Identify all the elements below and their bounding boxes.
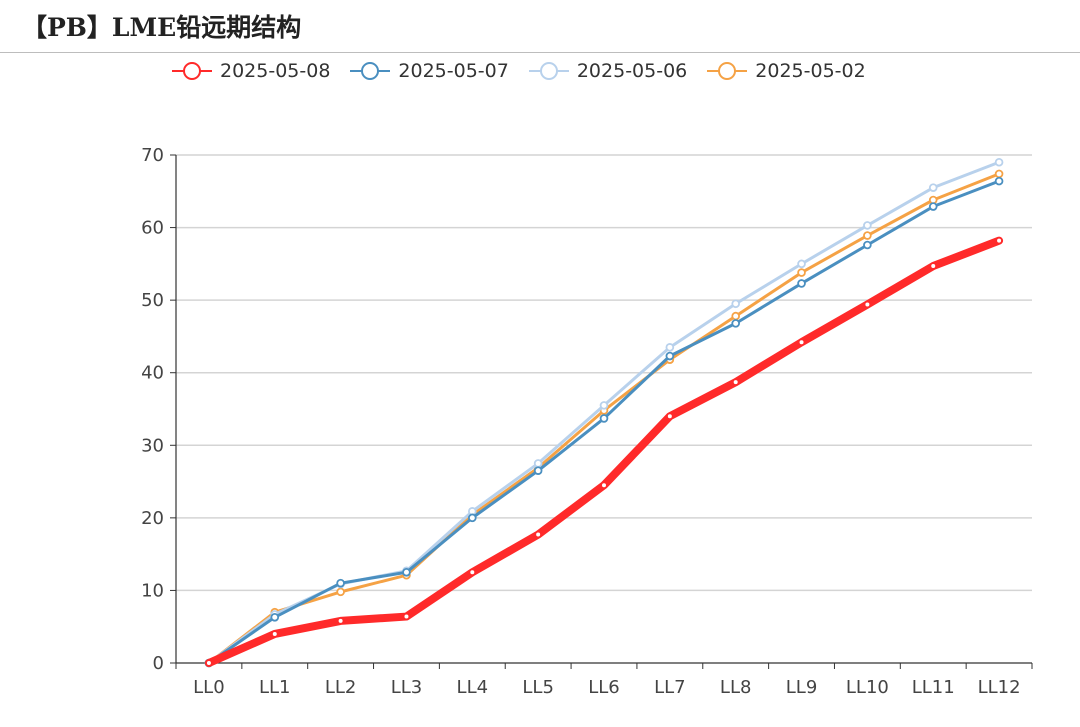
legend-line-marker-icon [528, 62, 569, 80]
legend-item[interactable]: 2025-05-07 [348, 60, 509, 82]
x-tick-label: LL10 [846, 677, 889, 698]
data-point [205, 659, 213, 667]
x-tick-label: LL2 [325, 677, 357, 698]
chart-title: 【PB】LME铅远期结构 [22, 13, 302, 42]
data-point [731, 311, 740, 321]
legend-item[interactable]: 2025-05-06 [527, 60, 687, 82]
x-tick-label: LL0 [193, 677, 225, 698]
data-point [336, 578, 345, 588]
x-tick-label: LL9 [786, 677, 818, 698]
legend-label: 2025-05-07 [398, 60, 509, 82]
x-tick-label: LL8 [720, 677, 752, 698]
legend-label: 2025-05-08 [220, 60, 331, 82]
data-point [666, 413, 674, 420]
data-point [469, 569, 476, 576]
data-point [930, 262, 937, 270]
y-tick-label: 20 [141, 508, 164, 529]
data-point [336, 587, 345, 597]
legend-line-marker-icon [350, 62, 391, 80]
data-point [533, 466, 543, 475]
data-point [337, 617, 344, 625]
data-point [994, 157, 1004, 167]
x-tick-label: LL3 [391, 677, 423, 698]
series-line [204, 236, 1004, 667]
header: 【PB】LME铅远期结构 [0, 0, 1080, 53]
data-point [402, 567, 411, 577]
data-point [863, 240, 872, 250]
data-point [863, 221, 872, 230]
data-point [928, 202, 938, 211]
legend-label: 2025-05-06 [576, 60, 688, 82]
y-tick-label: 30 [141, 435, 164, 456]
x-tick-label: LL4 [457, 677, 489, 698]
series-2025-05-07 [204, 176, 1004, 668]
x-tick-label: LL12 [978, 677, 1021, 698]
data-point [731, 299, 740, 309]
y-tick-label: 60 [141, 218, 164, 239]
x-tick-label: LL11 [912, 677, 955, 698]
y-tick-label: 70 [141, 145, 164, 166]
legend-item[interactable]: 2025-05-08 [170, 60, 330, 82]
y-tick-label: 50 [141, 290, 164, 311]
x-tick-label: LL5 [522, 677, 554, 698]
data-point [797, 268, 806, 277]
data-point [928, 183, 938, 192]
data-point [533, 459, 543, 468]
data-point [468, 513, 477, 523]
data-point [864, 301, 871, 308]
legend-item[interactable]: 2025-05-02 [705, 60, 866, 82]
data-point [995, 237, 1003, 244]
data-point [731, 319, 740, 328]
y-tick-label: 40 [141, 363, 164, 384]
data-point [600, 482, 608, 489]
data-point [599, 414, 609, 423]
y-tick-label: 10 [141, 580, 164, 601]
data-point [599, 401, 609, 410]
x-tick-label: LL7 [654, 677, 686, 698]
data-point [798, 339, 805, 346]
x-tick-label: LL1 [259, 677, 291, 698]
data-point [994, 169, 1004, 179]
data-point [797, 279, 806, 288]
data-point [994, 176, 1004, 186]
x-tick-label: LL6 [588, 677, 620, 698]
data-point [863, 231, 872, 240]
series-2025-05-08 [204, 236, 1004, 667]
data-point [403, 613, 410, 620]
legend-line-marker-icon [707, 62, 748, 80]
data-point [270, 612, 280, 622]
legend-line-marker-icon [172, 62, 212, 80]
data-point [732, 378, 739, 386]
data-point [797, 259, 806, 269]
y-tick-label: 0 [153, 653, 164, 674]
legend-label: 2025-05-02 [755, 60, 866, 82]
data-point [665, 343, 675, 352]
data-point [665, 351, 675, 361]
data-point [271, 630, 278, 638]
data-point [534, 531, 542, 538]
legend: 2025-05-08 2025-05-07 2025-05-06 2025-05-02 [170, 57, 866, 85]
